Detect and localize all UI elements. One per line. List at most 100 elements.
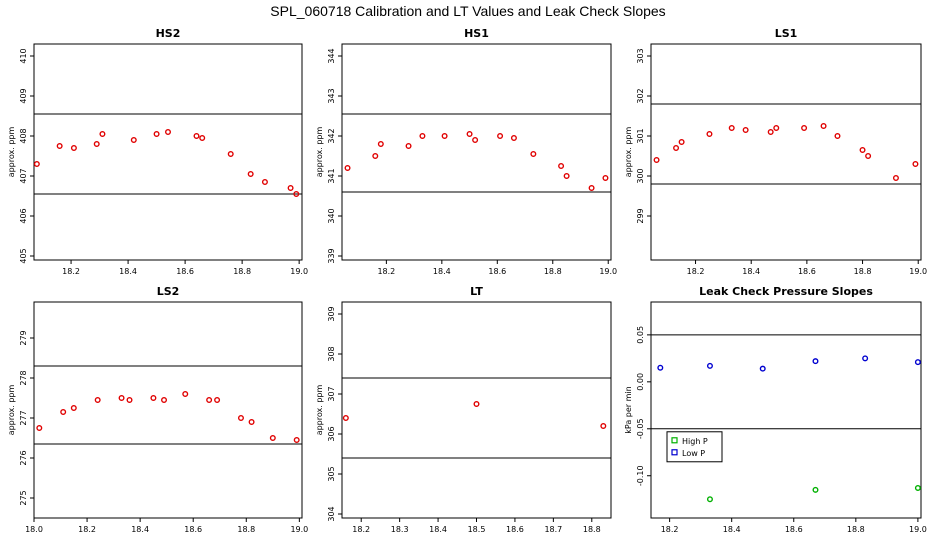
y-tick-label: 277 <box>19 410 28 425</box>
legend-label: High P <box>682 437 708 446</box>
data-point <box>248 419 255 426</box>
data-point <box>344 164 351 171</box>
data-point <box>759 365 766 372</box>
data-point <box>56 142 63 149</box>
data-point <box>237 415 244 422</box>
x-tick-label: 18.6 <box>176 267 194 276</box>
panel-ls1: LS1 approx. ppm 18.2 18.4 18.6 18.8 19.0 299 300… <box>624 27 927 276</box>
x-tick-label: 18.2 <box>352 525 370 534</box>
data-point <box>801 124 808 131</box>
data-point <box>812 358 819 365</box>
panel-lt: LT approx. ppm 18.2 18.3 18.4 18.5 18.6 18.7 18.… <box>315 285 612 534</box>
data-point <box>99 130 106 137</box>
y-tick-label: 0.05 <box>636 326 645 344</box>
plot-frame <box>650 301 922 519</box>
data-point <box>287 184 294 191</box>
y-tick-label: 306 <box>327 426 336 441</box>
panel-title: LS2 <box>157 285 180 298</box>
y-tick-label: 299 <box>636 208 645 223</box>
data-point <box>865 152 872 159</box>
x-tick-label: 18.7 <box>544 525 562 534</box>
data-point <box>126 397 133 404</box>
data-point <box>820 122 827 129</box>
data-point <box>199 134 206 141</box>
y-axis-label: approx. ppm <box>7 127 16 178</box>
y-tick-label: 301 <box>636 128 645 143</box>
x-tick-label: 18.4 <box>131 525 149 534</box>
data-point <box>261 178 268 185</box>
x-tick-label: 18.2 <box>62 267 80 276</box>
panel-title: HS2 <box>156 27 181 40</box>
data-point <box>70 405 77 412</box>
legend-box <box>666 431 723 463</box>
y-tick-label: 342 <box>327 128 336 143</box>
data-point <box>473 401 480 408</box>
data-point <box>377 140 384 147</box>
data-point <box>563 172 570 179</box>
data-point <box>182 391 189 398</box>
y-axis-label: approx. ppm <box>624 127 633 178</box>
x-tick-label: 18.2 <box>661 525 679 534</box>
y-tick-label: 344 <box>327 48 336 63</box>
data-point <box>405 142 412 149</box>
legend: High P Low P <box>666 431 723 463</box>
y-tick-label: 305 <box>327 466 336 481</box>
y-tick-label: 303 <box>636 48 645 63</box>
y-tick-label: 275 <box>19 490 28 505</box>
data-point <box>441 132 448 139</box>
x-tick-label: 18.4 <box>433 267 451 276</box>
legend-label: Low P <box>682 449 705 458</box>
figure-title: SPL_060718 Calibration and LT Values and… <box>270 3 666 19</box>
data-point <box>602 174 609 181</box>
x-tick-label: 18.8 <box>237 525 255 534</box>
y-axis-label: approx. ppm <box>315 385 324 436</box>
y-tick-label: 309 <box>327 306 336 321</box>
panel-leak: Leak Check Pressure Slopes kPa per min 18.… <box>624 285 927 534</box>
data-point <box>892 174 899 181</box>
legend-marker <box>671 437 678 444</box>
y-tick-label: 341 <box>327 168 336 183</box>
plot-frame <box>33 43 303 261</box>
data-point <box>673 144 680 151</box>
y-tick-label: -0.10 <box>636 465 645 486</box>
panel-title: HS1 <box>464 27 489 40</box>
data-point <box>472 136 479 143</box>
y-tick-label: 307 <box>327 386 336 401</box>
data-point <box>372 152 379 159</box>
y-tick-label: 409 <box>19 88 28 103</box>
data-point <box>510 134 517 141</box>
panel-title: LT <box>470 285 483 298</box>
data-point <box>812 486 819 493</box>
data-point <box>657 364 664 371</box>
x-tick-label: 19.0 <box>909 525 927 534</box>
x-tick-label: 18.4 <box>742 267 760 276</box>
x-tick-label: 18.2 <box>687 267 705 276</box>
x-tick-label: 18.8 <box>847 525 865 534</box>
data-point <box>706 496 713 503</box>
data-point <box>653 156 660 163</box>
data-point <box>247 170 254 177</box>
data-point <box>742 126 749 133</box>
x-tick-label: 18.0 <box>25 525 43 534</box>
x-tick-label: 18.6 <box>785 525 803 534</box>
x-tick-label: 18.6 <box>506 525 524 534</box>
data-point <box>33 160 40 167</box>
y-tick-label: 279 <box>19 330 28 345</box>
data-point <box>914 359 921 366</box>
data-point <box>862 355 869 362</box>
data-point <box>193 132 200 139</box>
plot-frame <box>341 43 612 261</box>
data-point <box>678 138 685 145</box>
x-tick-label: 18.3 <box>391 525 409 534</box>
y-axis-label: approx. ppm <box>315 127 324 178</box>
data-point <box>206 397 213 404</box>
data-point <box>912 160 919 167</box>
data-point <box>767 128 774 135</box>
y-tick-label: 340 <box>327 208 336 223</box>
y-tick-label: 300 <box>636 168 645 183</box>
data-point <box>130 136 137 143</box>
y-tick-label: 308 <box>327 346 336 361</box>
data-point <box>161 397 168 404</box>
